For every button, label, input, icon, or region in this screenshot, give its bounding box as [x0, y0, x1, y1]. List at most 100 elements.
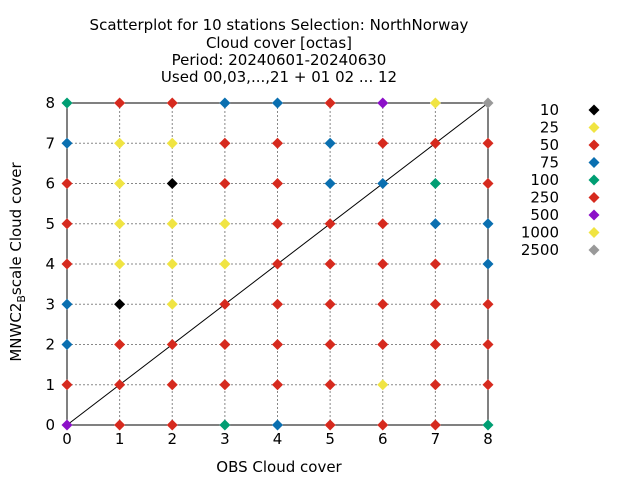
data-point	[61, 339, 73, 350]
title-line-2: Cloud cover [octas]	[206, 34, 352, 52]
data-point	[114, 379, 126, 391]
data-point	[377, 298, 389, 310]
data-point	[166, 419, 178, 431]
data-point	[272, 178, 283, 189]
x-tick-label: 5	[325, 430, 335, 448]
data-point	[482, 178, 494, 189]
data-point	[114, 298, 126, 310]
data-point	[324, 339, 336, 350]
data-point	[219, 339, 231, 350]
data-point	[377, 339, 389, 350]
data-point	[219, 298, 231, 310]
data-point	[482, 419, 494, 431]
data-point	[429, 258, 441, 270]
data-point	[114, 339, 126, 350]
y-axis-label-rest: scale Cloud cover	[7, 162, 25, 296]
data-point	[377, 419, 389, 431]
data-point	[114, 97, 126, 109]
data-point	[482, 258, 494, 270]
y-tick-label: 5	[45, 215, 55, 233]
data-point	[324, 218, 336, 230]
data-point	[219, 379, 231, 391]
legend-marker	[588, 122, 600, 133]
data-point	[272, 379, 283, 391]
y-axis-label: MNWC2Bscale Cloud cover	[7, 162, 28, 362]
title-line-1: Scatterplot for 10 stations Selection: N…	[90, 16, 469, 34]
data-point	[272, 258, 283, 270]
data-point	[429, 137, 441, 149]
data-point	[61, 178, 73, 189]
title-line-4: Used 00,03,...,21 + 01 02 ... 12	[161, 68, 397, 86]
legend-marker	[588, 227, 600, 238]
data-point	[61, 137, 73, 149]
data-point	[272, 339, 283, 350]
data-point	[272, 97, 283, 109]
data-point	[377, 218, 389, 230]
data-point	[482, 218, 494, 230]
chart-title: Scatterplot for 10 stations Selection: N…	[90, 16, 469, 86]
data-point	[377, 178, 389, 189]
data-point	[166, 218, 178, 230]
data-point	[377, 137, 389, 149]
data-point	[324, 379, 336, 391]
y-tick-label: 1	[45, 376, 55, 394]
data-point	[166, 379, 178, 391]
data-point	[482, 137, 494, 149]
data-point	[114, 218, 126, 230]
legend-label: 500	[530, 206, 559, 224]
data-point	[219, 178, 231, 189]
data-point	[61, 218, 73, 230]
data-point	[324, 137, 336, 149]
data-point	[324, 419, 336, 431]
data-point	[482, 339, 494, 350]
y-tick-label: 8	[45, 94, 55, 112]
y-tick-label: 7	[45, 134, 55, 152]
data-point	[324, 258, 336, 270]
x-tick-label: 8	[483, 430, 493, 448]
data-point	[482, 379, 494, 391]
data-points	[61, 97, 494, 431]
data-point	[114, 258, 126, 270]
data-point	[166, 258, 178, 270]
x-tick-label: 0	[62, 430, 72, 448]
y-tick-label: 3	[45, 295, 55, 313]
x-tick-label: 6	[378, 430, 388, 448]
data-point	[272, 137, 283, 149]
x-axis-label: OBS Cloud cover	[216, 458, 342, 476]
data-point	[166, 137, 178, 149]
data-point	[482, 298, 494, 310]
legend-label: 2500	[521, 241, 559, 259]
legend-marker	[588, 174, 600, 186]
legend-label: 10	[540, 101, 559, 119]
data-point	[429, 419, 441, 431]
y-axis-label-main: MNWC2	[7, 303, 25, 362]
data-point	[429, 298, 441, 310]
data-point	[114, 178, 126, 189]
data-point	[61, 298, 73, 310]
data-point	[324, 178, 336, 189]
x-tick-label: 2	[167, 430, 177, 448]
data-point	[324, 298, 336, 310]
data-point	[429, 97, 441, 109]
title-line-3: Period: 20240601-20240630	[172, 51, 387, 69]
y-axis-label-sub: B	[15, 295, 28, 303]
data-point	[377, 97, 389, 109]
data-point	[166, 97, 178, 109]
data-point	[219, 258, 231, 270]
data-point	[429, 218, 441, 230]
data-point	[272, 298, 283, 310]
legend-marker	[588, 209, 600, 221]
x-tick-label: 3	[220, 430, 230, 448]
data-point	[429, 178, 441, 189]
data-point	[219, 137, 231, 149]
legend-marker	[588, 157, 600, 168]
data-point	[272, 218, 283, 230]
data-point	[61, 379, 73, 391]
data-point	[482, 97, 494, 109]
x-tick-label: 7	[431, 430, 441, 448]
data-point	[219, 218, 231, 230]
data-point	[324, 97, 336, 109]
legend-label: 75	[540, 154, 559, 172]
data-point	[429, 379, 441, 391]
